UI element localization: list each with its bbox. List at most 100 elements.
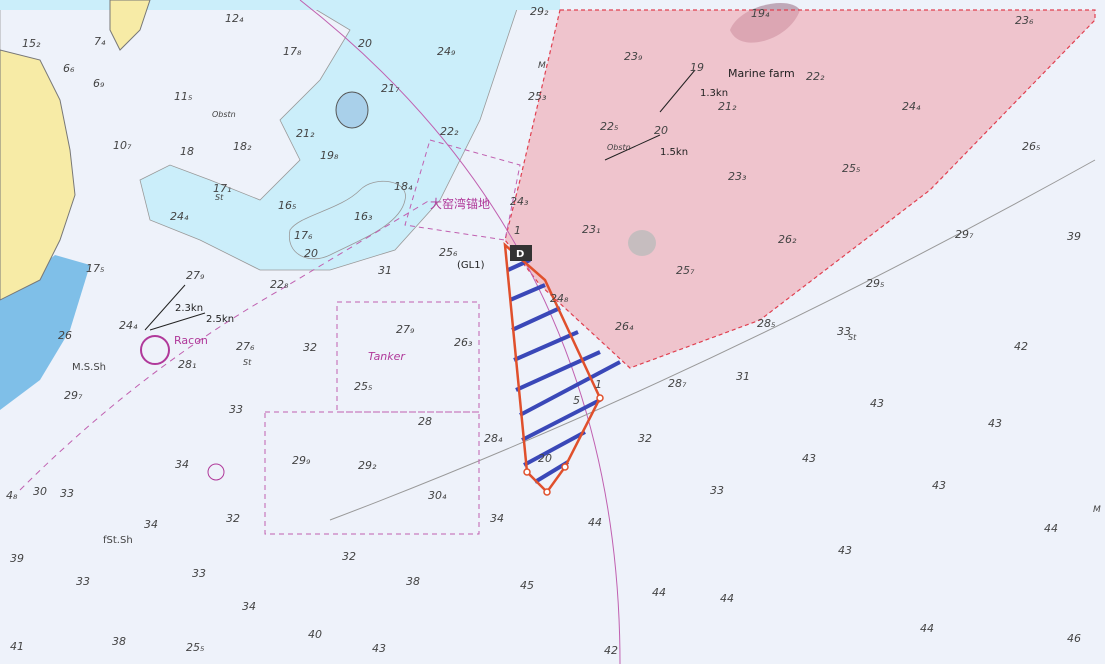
sounding: 31: [378, 264, 392, 277]
sounding: 46: [1067, 632, 1081, 645]
sounding: 41: [10, 640, 24, 653]
sounding: 23₆: [1015, 14, 1034, 27]
label: Obstn: [212, 110, 236, 119]
label: 大窑湾锚地: [430, 196, 490, 211]
sounding: 27₉: [396, 323, 415, 336]
sounding: 21₂: [718, 100, 737, 113]
label: Tanker: [368, 350, 406, 363]
sounding: 43: [932, 479, 946, 492]
sounding: 20: [358, 37, 372, 50]
sounding: 17₆: [294, 229, 313, 242]
sounding: 25₅: [354, 380, 372, 393]
label: M.S.Sh: [72, 362, 106, 373]
sounding: 33: [192, 567, 206, 580]
sounding: 29₂: [530, 5, 549, 18]
sounding: 32: [303, 341, 317, 354]
sounding: 24₄: [119, 319, 138, 332]
shallow-area-top: [0, 0, 560, 10]
sounding: 10₇: [113, 139, 132, 152]
sounding: 33: [837, 325, 851, 338]
label: 1.3kn: [700, 88, 728, 99]
label: M: [538, 61, 546, 71]
label: 2.5kn: [206, 314, 234, 325]
sounding: 15₂: [22, 37, 41, 50]
sounding: 38: [112, 635, 126, 648]
sounding: 34: [242, 600, 256, 613]
sounding: 34: [144, 518, 158, 531]
sounding: 27₉: [186, 269, 205, 282]
nautical-chart: Marine farm 大窑湾锚地 Tanker Racon Obstn Obs…: [0, 0, 1105, 664]
sounding: 16₅: [278, 199, 296, 212]
label: St: [243, 358, 252, 367]
sounding: 33: [229, 403, 243, 416]
sounding: 22₈: [270, 278, 289, 291]
sounding: 45: [520, 579, 534, 592]
sounding: 31: [736, 370, 750, 383]
sounding: 18: [180, 145, 194, 158]
sounding: 17₁: [213, 182, 231, 195]
sounding: 32: [342, 550, 356, 563]
sounding: 42: [604, 644, 618, 657]
shoal-19-islet: [336, 92, 368, 128]
sounding: 20: [538, 452, 552, 465]
sounding: 26₂: [778, 233, 797, 246]
sounding: 26: [58, 329, 72, 342]
sounding: 26₅: [1022, 140, 1040, 153]
sounding: 44: [588, 516, 602, 529]
sounding: 18₄: [394, 180, 413, 193]
sounding: 17₈: [283, 45, 302, 58]
sounding: 44: [652, 586, 666, 599]
sounding: 40: [308, 628, 322, 641]
sounding: 23₃: [728, 170, 747, 183]
sounding: 25₅: [186, 641, 204, 654]
sounding: 5: [573, 394, 580, 407]
sounding: 43: [988, 417, 1002, 430]
sounding: 28₇: [668, 377, 687, 390]
sounding: 1: [514, 224, 521, 237]
sounding: 19: [690, 61, 704, 74]
sounding: 17₅: [86, 262, 104, 275]
sounding: 21₇: [381, 82, 400, 95]
label: 2.3kn: [175, 303, 203, 314]
sounding: 24₄: [902, 100, 921, 113]
shoal-12: [628, 230, 656, 256]
sounding: 43: [802, 452, 816, 465]
sounding: 18₂: [233, 140, 252, 153]
sounding: 24₄: [170, 210, 189, 223]
sounding: 29₉: [292, 454, 311, 467]
sounding: 44: [720, 592, 734, 605]
sounding: 38: [406, 575, 420, 588]
sounding: 34: [175, 458, 189, 471]
sounding: 30: [33, 485, 47, 498]
sounding: 21₂: [296, 127, 315, 140]
sounding: 25₃: [528, 90, 547, 103]
sounding: 39: [1067, 230, 1081, 243]
sounding: 23₉: [624, 50, 643, 63]
sounding: 32: [638, 432, 652, 445]
sounding: 33: [76, 575, 90, 588]
sounding: 29₇: [955, 228, 974, 241]
sounding: 33: [710, 484, 724, 497]
sounding: 12₄: [225, 12, 244, 25]
sounding: 6₆: [63, 62, 75, 75]
sounding: 42: [1014, 340, 1028, 353]
sounding: 19₄: [751, 7, 770, 20]
sounding: 24₃: [510, 195, 529, 208]
sounding: 20: [304, 247, 318, 260]
sounding: 7₄: [94, 35, 106, 48]
label: 1.5kn: [660, 147, 688, 158]
sounding: 28₁: [178, 358, 196, 371]
sounding: 32: [226, 512, 240, 525]
sounding: 6₉: [93, 77, 105, 90]
label: fSt.Sh: [103, 535, 133, 546]
label: Obstn: [607, 143, 631, 152]
sounding: 22₂: [806, 70, 825, 83]
sounding: 26₃: [454, 336, 473, 349]
sounding: 22₂: [440, 125, 459, 138]
label: M: [1093, 505, 1101, 515]
label: (GL1): [457, 260, 485, 271]
sounding: 4₈: [6, 489, 18, 502]
sounding: 25₆: [439, 246, 458, 259]
sounding: 44: [920, 622, 934, 635]
sounding: 16₃: [354, 210, 373, 223]
